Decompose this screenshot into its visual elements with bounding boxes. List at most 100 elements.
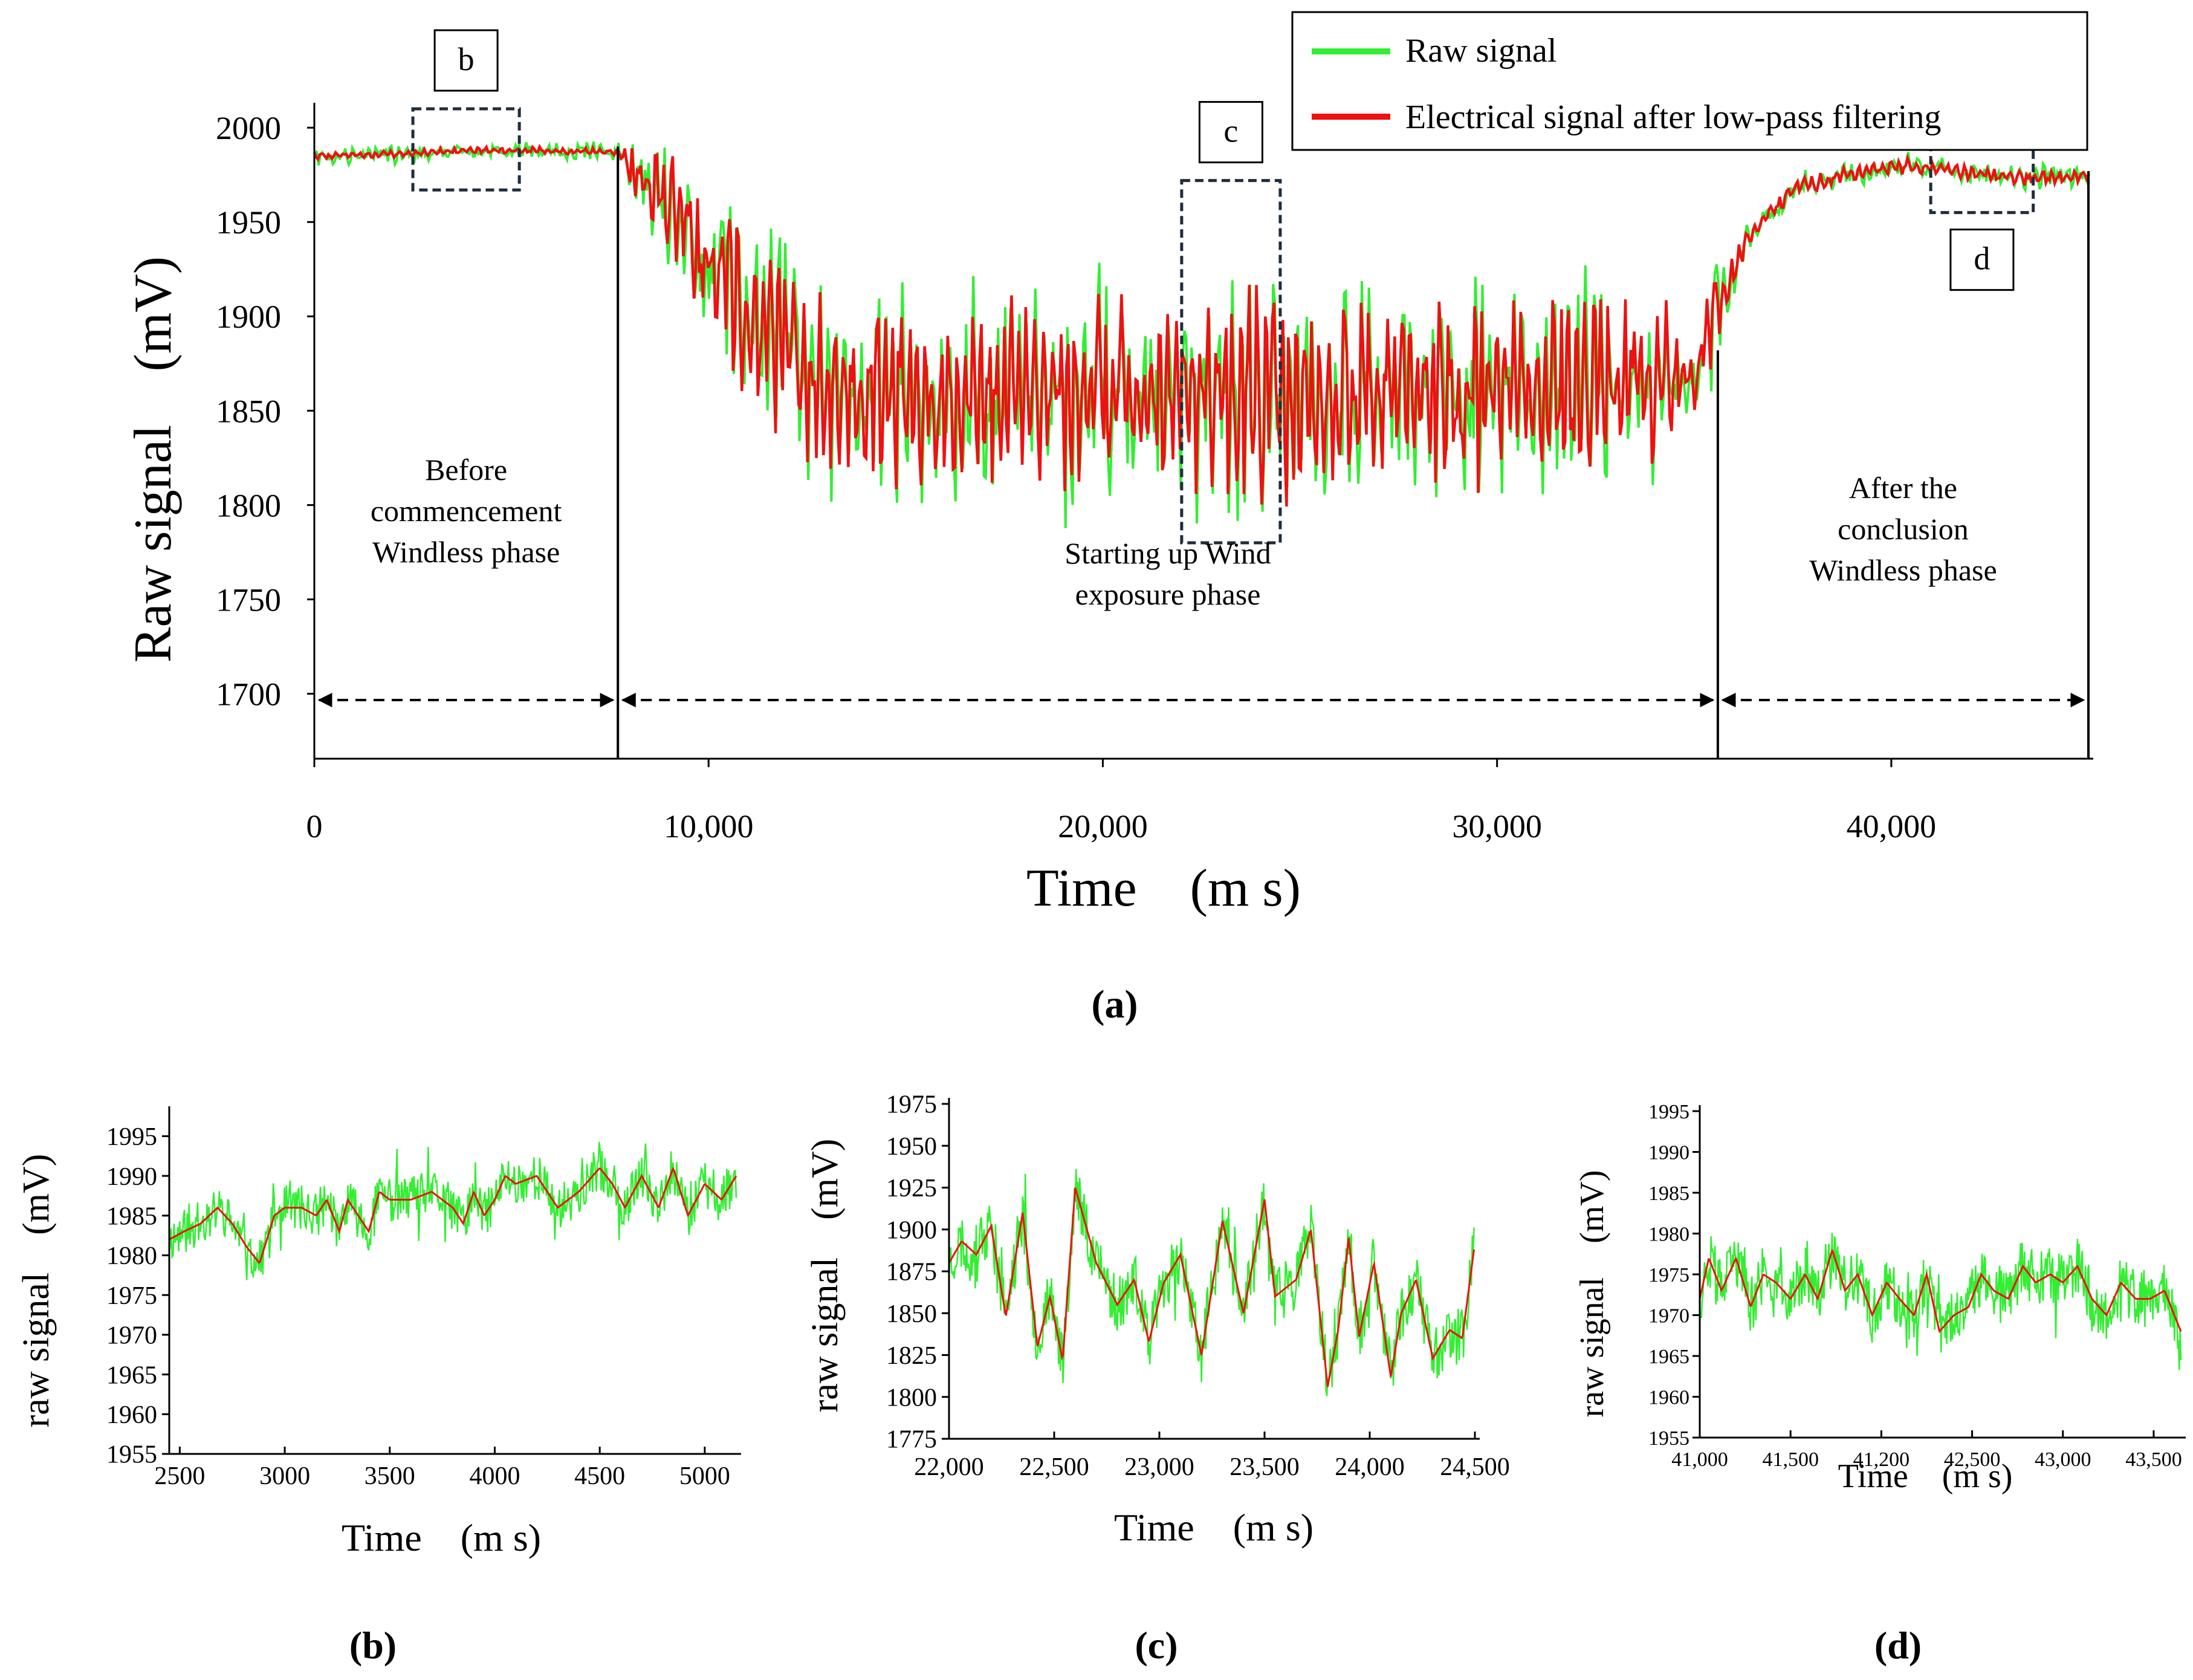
- y-tick-label-b: 1985: [106, 1203, 157, 1231]
- axes-b: 1955 1960 1965 1970 1975 1980 1985 1990 1995 2500…: [106, 1106, 741, 1490]
- raw-signal-series-b: [168, 1141, 737, 1280]
- y-tick-label-a: 1800: [216, 487, 281, 524]
- y-tick-label-c: 1975: [886, 1091, 937, 1119]
- filtered-signal-line-d: [1699, 1248, 2182, 1334]
- x-tick-label-c: 24,500: [1440, 1453, 1510, 1481]
- y-tick-label-c: 1825: [886, 1342, 937, 1370]
- zoom-label-b: b: [458, 41, 475, 77]
- x-tick-label-a: 0: [306, 808, 323, 845]
- x-tick-label-b: 4000: [469, 1462, 520, 1490]
- y-tick-label-a: 1700: [216, 676, 281, 712]
- y-tick-label-b: 1970: [106, 1322, 157, 1350]
- y-tick-label-b: 1960: [106, 1401, 157, 1429]
- phase-label: commencement: [371, 494, 562, 528]
- x-tick-label-c: 23,500: [1229, 1453, 1300, 1481]
- y-axis-title-b: raw signal (mV): [16, 1154, 57, 1428]
- phase-label: Starting up Wind: [1064, 536, 1271, 570]
- zoom-box-c: [1180, 179, 1282, 545]
- caption-d: (d): [1874, 1624, 1922, 1667]
- axes-a: 1700 1750 1800 1850 1900 1950 2000 0 10,000 20,00…: [216, 103, 2093, 845]
- x-tick-label-b: 3500: [364, 1462, 415, 1490]
- raw-signal-line-d: [1699, 1233, 2182, 1370]
- x-tick-label-b: 4500: [574, 1462, 625, 1490]
- y-tick-label-d: 1995: [1648, 1101, 1689, 1123]
- panel-b: 1955 1960 1965 1970 1975 1980 1985 1990 1995 2500…: [16, 1106, 741, 1667]
- legend-raw-label: Raw signal: [1405, 32, 1556, 70]
- x-tick-label-b: 5000: [679, 1462, 730, 1490]
- x-tick-label-d: 41,200: [1853, 1448, 1910, 1471]
- zoom-label-box-d: [1949, 229, 2015, 291]
- x-tick-label-c: 24,000: [1335, 1453, 1405, 1481]
- y-tick-label-b: 1975: [106, 1282, 157, 1310]
- y-axis-title-a: Raw signal (mV): [124, 256, 183, 663]
- y-tick-label-d: 1990: [1648, 1141, 1689, 1164]
- y-tick-label-b: 1955: [106, 1441, 157, 1469]
- x-axis-title-c: Time (m s): [1114, 1506, 1314, 1549]
- x-tick-label-a: 20,000: [1058, 808, 1148, 845]
- x-axis-title-d: Time (m s): [1838, 1458, 2013, 1495]
- y-tick-label-a: 1750: [216, 582, 281, 618]
- y-tick-label-c: 1925: [886, 1175, 937, 1202]
- x-tick-label-a: 10,000: [664, 808, 754, 845]
- zoom-boxes-a: b c d: [411, 29, 2035, 545]
- y-tick-label-b: 1980: [106, 1242, 157, 1270]
- filtered-signal-series-c: [948, 1187, 1475, 1387]
- y-tick-label-d: 1975: [1648, 1264, 1689, 1286]
- raw-signal-series-c: [948, 1169, 1475, 1396]
- y-tick-label-a: 1950: [216, 204, 281, 241]
- y-tick-label-c: 1875: [886, 1259, 937, 1286]
- phase-label: After the: [1849, 471, 1957, 505]
- zoom-label-box-c: [1198, 101, 1263, 164]
- filtered-signal-line-a: [313, 143, 2090, 507]
- filtered-signal-series-a: [313, 143, 2090, 507]
- x-tick-label-c: 22,500: [1019, 1453, 1089, 1481]
- y-tick-label-c: 1900: [886, 1216, 937, 1244]
- zoom-box-d: [1929, 144, 2035, 215]
- phase-annotations-a: Before commencement Windless phase Starting…: [317, 146, 2090, 759]
- caption-a: (a): [1092, 982, 1138, 1026]
- x-tick-label-a: 40,000: [1847, 808, 1937, 845]
- x-tick-label-d: 43,500: [2125, 1448, 2182, 1471]
- x-tick-label-d: 43,000: [2035, 1448, 2091, 1471]
- y-tick-label-d: 1980: [1648, 1223, 1689, 1245]
- filtered-signal-line-b: [169, 1167, 737, 1264]
- filtered-signal-series-b: [169, 1167, 737, 1264]
- axes-c: 1775 1800 1825 1850 1875 1900 1925 1950 1975 22,0…: [886, 1091, 1510, 1481]
- axes-d: 1955 1960 1965 1970 1975 1980 1985 1990 1995 41,0…: [1648, 1101, 2186, 1471]
- x-axis-title-b: Time (m s): [342, 1516, 541, 1559]
- phase-label: exposure phase: [1075, 577, 1261, 611]
- caption-b: (b): [349, 1624, 397, 1667]
- y-tick-label-c: 1950: [886, 1133, 937, 1161]
- panel-a: 1700 1750 1800 1850 1900 1950 2000 0 10,000 20,00…: [124, 11, 2093, 1026]
- x-tick-label-d: 42,500: [1944, 1448, 2001, 1471]
- raw-signal-line-c: [948, 1169, 1475, 1396]
- y-tick-label-d: 1985: [1648, 1182, 1689, 1205]
- raw-signal-series-d: [1699, 1233, 2182, 1370]
- y-tick-label-a: 2000: [216, 110, 281, 146]
- phase-label: Before: [425, 453, 507, 487]
- panel-c: 1775 1800 1825 1850 1875 1900 1925 1950 1975 22,0…: [805, 1091, 1510, 1667]
- y-tick-label-a: 1900: [216, 299, 281, 335]
- filtered-signal-series-d: [1699, 1248, 2182, 1334]
- y-tick-label-d: 1970: [1648, 1305, 1689, 1327]
- y-axis-title-c: raw signal (mV): [805, 1139, 846, 1413]
- x-tick-label-d: 41,500: [1762, 1448, 1819, 1471]
- x-tick-label-b: 3000: [259, 1462, 310, 1490]
- y-tick-label-b: 1965: [106, 1361, 157, 1389]
- y-tick-label-d: 1965: [1648, 1346, 1689, 1368]
- panel-d: 1955 1960 1965 1970 1975 1980 1985 1990 1995 41,0…: [1573, 1101, 2186, 1667]
- raw-signal-line-b: [168, 1141, 737, 1280]
- y-tick-label-c: 1850: [886, 1300, 937, 1328]
- legend-filtered-label: Electrical signal after low-pass filteri…: [1405, 99, 1941, 136]
- legend: Raw signal Electrical signal after low-p…: [1291, 11, 2088, 151]
- y-tick-label-b: 1995: [106, 1123, 157, 1151]
- x-tick-label-b: 2500: [154, 1462, 205, 1490]
- x-axis-title-a: Time (m s): [1026, 859, 1301, 918]
- y-tick-label-a: 1850: [216, 393, 281, 429]
- zoom-label-c: c: [1223, 113, 1238, 149]
- y-tick-label-c: 1800: [886, 1384, 937, 1412]
- phase-label: conclusion: [1838, 512, 1969, 546]
- zoom-label-d: d: [1974, 241, 1990, 277]
- filtered-signal-line-c: [948, 1187, 1475, 1387]
